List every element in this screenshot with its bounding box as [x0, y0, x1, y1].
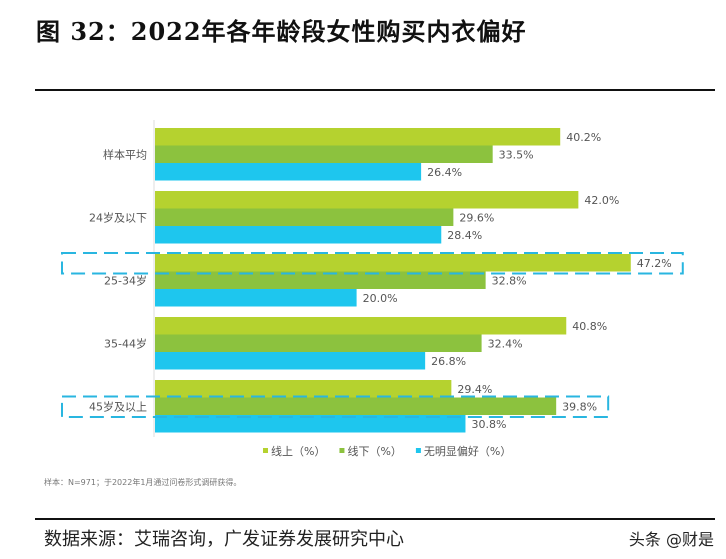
legend-swatch [339, 448, 345, 453]
bar [155, 254, 631, 272]
data-label: 40.8% [572, 320, 607, 333]
data-label: 40.2% [566, 131, 601, 144]
category-label: 24岁及以下 [89, 210, 147, 224]
watermark: 头条 @财是 [628, 530, 714, 549]
category-label: 样本平均 [103, 147, 147, 161]
bar [155, 208, 454, 226]
data-label: 26.8% [431, 355, 466, 368]
data-label: 39.8% [562, 400, 597, 413]
source-note: 数据来源：艾瑞咨询，广发证券发展研究中心 [44, 529, 404, 550]
data-label: 47.2% [637, 257, 672, 270]
chart-note: 样本：N=971；于2022年1月通过问卷形式调研获得。 [44, 477, 241, 487]
data-label: 30.8% [471, 418, 506, 431]
data-label: 29.6% [459, 211, 494, 224]
bar [155, 334, 482, 352]
bar [155, 163, 422, 181]
data-label: 26.4% [427, 166, 462, 179]
bar [155, 271, 486, 289]
highlight-box [61, 395, 610, 418]
bar [155, 415, 466, 433]
bar [155, 317, 567, 335]
legend-label: 线下（%） [347, 444, 401, 458]
bar [155, 226, 442, 244]
bar [155, 380, 452, 398]
category-label: 25-34岁 [104, 273, 147, 287]
legend-swatch [415, 448, 421, 453]
highlight-box [61, 252, 684, 275]
legend-label: 线上（%） [271, 444, 325, 458]
legend-label: 无明显偏好（%） [424, 444, 511, 458]
bar [155, 352, 426, 370]
top-rule [35, 89, 715, 91]
bar [155, 397, 557, 415]
data-label: 33.5% [499, 148, 534, 161]
category-label: 35-44岁 [104, 336, 147, 350]
data-label: 32.4% [488, 337, 523, 350]
legend-swatch [263, 448, 268, 453]
bar [155, 191, 579, 209]
data-label: 32.8% [492, 274, 527, 287]
category-label: 45岁及以上 [89, 399, 147, 413]
data-label: 28.4% [447, 229, 482, 242]
bar [155, 128, 561, 146]
bar [155, 145, 493, 163]
bottom-rule [35, 518, 715, 520]
data-label: 42.0% [584, 194, 619, 207]
data-label: 29.4% [457, 383, 492, 396]
bar [155, 289, 357, 307]
data-label: 20.0% [363, 292, 398, 305]
figure-title: 图 32：2022年各年龄段女性购买内衣偏好 [36, 17, 527, 46]
